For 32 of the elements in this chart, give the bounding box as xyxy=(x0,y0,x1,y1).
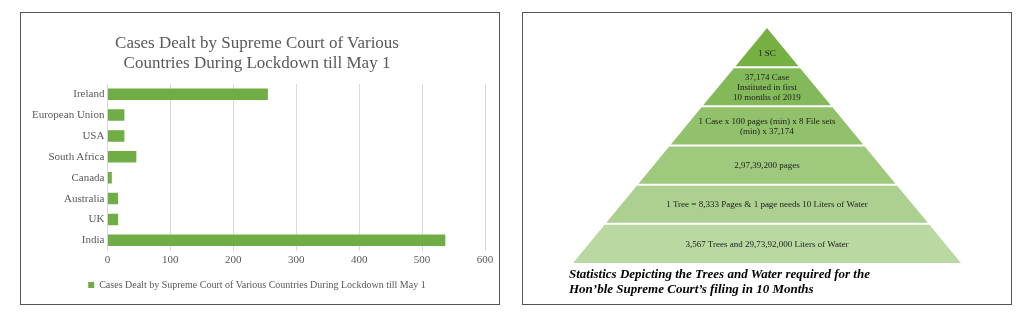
y-tick-label: Ireland xyxy=(73,87,105,100)
x-tick-label: 500 xyxy=(413,253,431,266)
bar xyxy=(107,234,446,247)
category-label: 1 Tree = 8,333 Pages & 1 page needs 10 Liters of Water xyxy=(665,199,869,210)
legend-label: Cases Dealt by Supreme Court of Various Countries During Lockdown till May 1 xyxy=(99,278,426,290)
x-tick-label: 300 xyxy=(287,253,305,266)
category-label: 3,567 Trees and 29,73,92,000 Liters of Water xyxy=(684,238,850,249)
x-tick-label: 100 xyxy=(162,253,180,266)
y-tick-label: USA xyxy=(82,128,105,141)
bar xyxy=(107,213,119,226)
x-tick-label: 0 xyxy=(104,253,111,266)
bar xyxy=(107,88,268,100)
y-tick-label: Canada xyxy=(71,170,105,183)
category-label: 37,174 Case Instituted in first 10 months of 2019 xyxy=(733,71,801,102)
y-tick-label: India xyxy=(81,233,105,246)
y-tick-label: Australia xyxy=(64,191,105,204)
y-tick-label: UK xyxy=(88,212,105,225)
bar xyxy=(107,109,125,121)
y-tick-label: European Union xyxy=(31,108,105,120)
bar xyxy=(107,130,125,142)
x-tick-label: 600 xyxy=(476,253,494,266)
text: Statistics Depicting the Trees and Water required for the Hon’ble Supreme Court’s filing in 10 Months xyxy=(568,266,871,297)
bar xyxy=(107,151,137,163)
x-tick-label: 200 xyxy=(225,253,243,266)
bar xyxy=(107,192,119,205)
x-tick-label: 400 xyxy=(350,253,368,266)
chart-title: Cases Dealt by Supreme Court of Various Countries During Lockdown till May 1 xyxy=(115,32,399,73)
category-label: 1 Case x 100 pages (min) x 8 File sets (min) x 37,174 xyxy=(697,115,837,136)
category-label: 1 SC xyxy=(757,48,777,59)
y-tick-label: South Africa xyxy=(48,149,105,162)
bar xyxy=(107,172,112,184)
category-label: 2,97,39,200 pages xyxy=(733,160,801,171)
